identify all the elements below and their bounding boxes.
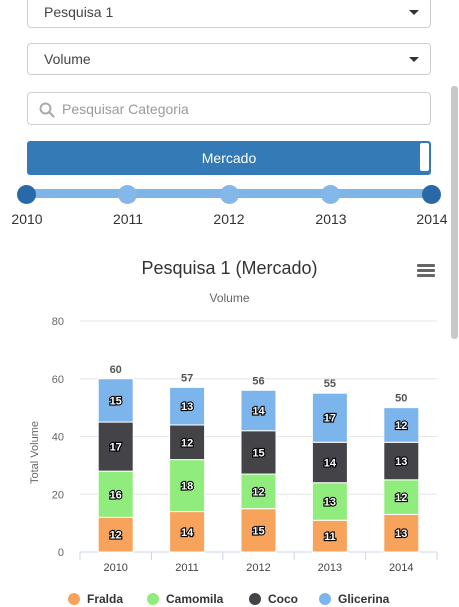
- data-label: 11: [324, 531, 336, 543]
- bar-segment: [311, 392, 348, 443]
- y-tick-label: 80: [52, 316, 64, 328]
- bar-segment: [97, 378, 134, 423]
- bar-segment: [169, 511, 206, 553]
- chevron-down-icon: [409, 10, 419, 15]
- legend-label: Coco: [268, 591, 298, 606]
- toggle-handle[interactable]: [420, 143, 429, 171]
- data-label: 12: [252, 486, 264, 498]
- legend-marker: [68, 592, 80, 605]
- legend-item-camomila[interactable]: Camomila: [147, 591, 223, 607]
- y-tick-label: 0: [58, 547, 64, 559]
- slider-year-label: 2011: [112, 211, 144, 227]
- bar-segment: [169, 459, 206, 513]
- data-label: 13: [395, 528, 407, 540]
- total-label: 55: [324, 378, 336, 390]
- slider-year-label: 2013: [315, 211, 347, 227]
- slider-year-label: 2010: [11, 211, 43, 227]
- legend-label: Glicerina: [338, 591, 390, 606]
- metric-select[interactable]: Volume: [27, 43, 431, 75]
- bar-segment: [97, 516, 134, 553]
- survey-select[interactable]: Pesquisa 1: [27, 0, 431, 28]
- data-label: 12: [110, 530, 122, 542]
- x-tick-label: 2014: [389, 562, 413, 574]
- slider-year-label: 2014: [416, 211, 448, 227]
- legend-marker: [249, 592, 261, 605]
- legend-item-coco[interactable]: Coco: [249, 591, 298, 607]
- total-label: 60: [110, 364, 122, 376]
- legend-label: Camomila: [166, 591, 224, 606]
- page-scrollbar[interactable]: [451, 86, 458, 339]
- metric-select-value: Volume: [44, 51, 91, 67]
- market-scope-label: Mercado: [201, 150, 257, 166]
- legend-marker: [147, 592, 159, 605]
- x-tick-label: 2013: [318, 562, 342, 574]
- category-search-input[interactable]: Pesquisar Categoria: [27, 92, 431, 125]
- legend-marker: [319, 592, 331, 605]
- bar-segment: [169, 424, 206, 461]
- x-tick-label: 2010: [103, 562, 127, 574]
- bar-segment: [311, 441, 348, 484]
- bar-segment: [240, 508, 277, 553]
- data-label: 17: [110, 442, 122, 454]
- data-label: 14: [181, 527, 194, 539]
- data-label: 12: [395, 420, 407, 432]
- legend-item-glicerina[interactable]: Glicerina: [319, 591, 389, 607]
- y-tick-label: 60: [52, 374, 64, 386]
- x-tick-label: 2011: [175, 562, 199, 574]
- legend-item-fralda[interactable]: Fralda: [68, 591, 123, 607]
- y-axis-title: Total Volume: [29, 421, 41, 484]
- y-tick-label: 20: [52, 489, 64, 501]
- data-label: 15: [110, 395, 122, 407]
- x-tick-label: 2012: [246, 562, 270, 574]
- data-label: 13: [181, 401, 193, 413]
- slider-year-label: 2012: [213, 211, 245, 227]
- hamburger-icon[interactable]: [417, 264, 435, 280]
- bar-segment: [311, 519, 348, 553]
- range-end-handle[interactable]: [422, 185, 441, 204]
- bar-segment: [383, 407, 420, 443]
- total-label: 57: [181, 372, 193, 384]
- bar-segment: [311, 482, 348, 521]
- y-tick-label: 40: [52, 432, 64, 444]
- slider-tick-2013[interactable]: [321, 185, 340, 204]
- data-label: 17: [324, 413, 336, 425]
- bar-segment: [240, 473, 277, 510]
- bar-segment: [240, 389, 277, 432]
- legend-label: Fralda: [87, 591, 124, 606]
- data-label: 12: [395, 492, 407, 504]
- chart-subtitle: Volume: [209, 291, 250, 305]
- data-label: 18: [181, 481, 193, 493]
- bar-segment: [169, 386, 206, 426]
- stacked-bar-chart: 0 20 40 60 80 Total Volume 12 16 17 15 60 2010 14 18 1…: [29, 316, 438, 574]
- search-placeholder: Pesquisar Categoria: [62, 101, 189, 117]
- data-label: 14: [252, 406, 265, 418]
- total-label: 50: [395, 393, 407, 405]
- chart-title: Pesquisa 1 (Mercado): [141, 258, 318, 278]
- bar-segment: [97, 470, 134, 518]
- data-label: 16: [110, 489, 122, 501]
- data-label: 15: [252, 447, 264, 459]
- data-label: 15: [252, 525, 264, 537]
- slider-tick-2011[interactable]: [118, 185, 137, 204]
- chevron-down-icon: [409, 57, 419, 62]
- search-icon: [39, 102, 55, 118]
- survey-select-value: Pesquisa 1: [44, 4, 114, 20]
- bar-segment: [240, 430, 277, 475]
- data-label: 14: [324, 457, 337, 469]
- data-label: 13: [324, 496, 336, 508]
- range-start-handle[interactable]: [17, 185, 36, 204]
- data-label: 12: [181, 437, 193, 449]
- market-scope-button[interactable]: Mercado: [27, 141, 431, 175]
- data-label: 13: [395, 456, 407, 468]
- total-label: 56: [252, 375, 264, 387]
- slider-tick-2012[interactable]: [220, 185, 239, 204]
